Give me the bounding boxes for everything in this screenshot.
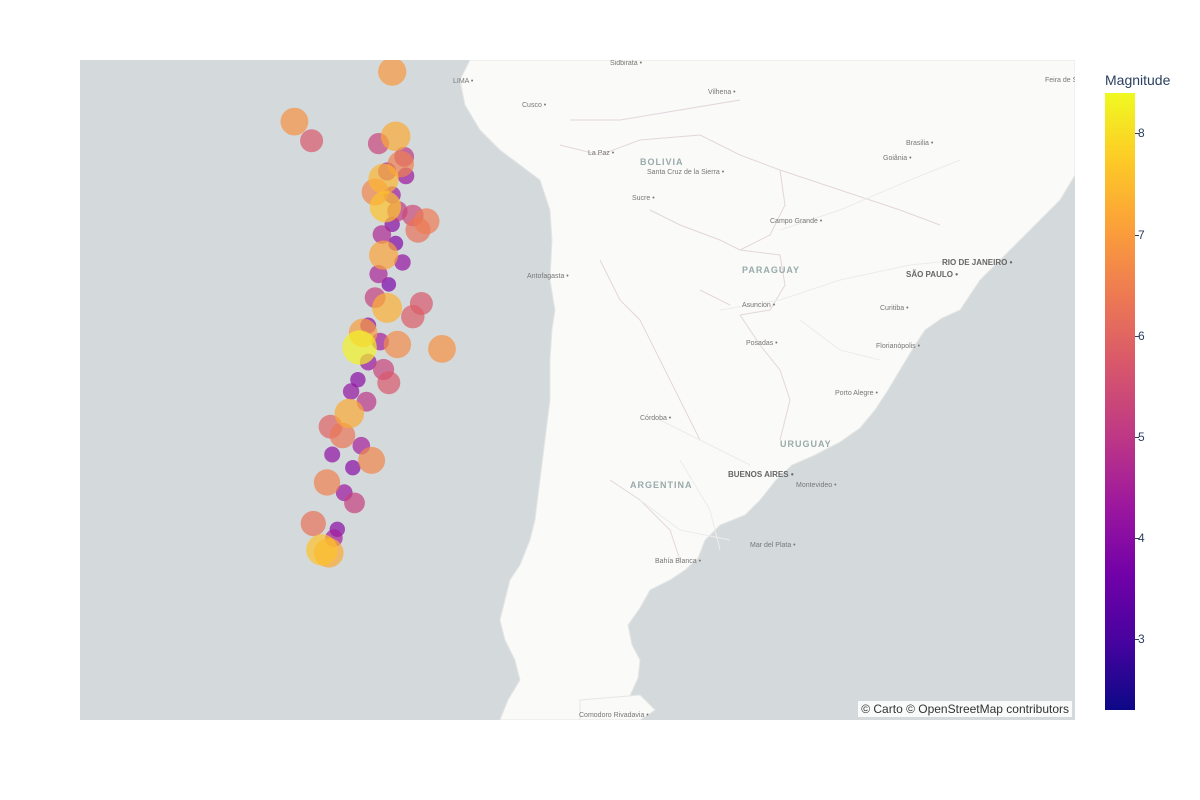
colorbar-tick-mark <box>1135 335 1139 337</box>
map-view[interactable]: LIMA • Cusco • Vilhena • Sidbirata • La Paz … <box>80 60 1075 720</box>
colorbar-tick-label: 4 <box>1138 531 1145 546</box>
city-label: Sucre • <box>632 195 655 202</box>
city-label: Florianópolis • <box>876 343 921 350</box>
major-city-label: RIO DE JANEIRO • <box>942 258 1013 267</box>
colorbar-tick-mark <box>1135 133 1139 135</box>
earthquake-point[interactable] <box>413 208 440 235</box>
city-label: Antofagasta • <box>527 273 569 280</box>
earthquake-point[interactable] <box>372 292 403 323</box>
earthquake-point[interactable] <box>344 492 365 514</box>
earthquake-point[interactable] <box>350 372 366 388</box>
city-label: Brasilia • <box>906 140 934 147</box>
city-label: Sidbirata • <box>610 60 643 67</box>
earthquake-point[interactable] <box>342 330 377 365</box>
earthquake-point[interactable] <box>306 534 338 566</box>
earthquake-point[interactable] <box>368 163 399 194</box>
colorbar-tick-mark <box>1135 436 1139 438</box>
colorbar-tick-label: 6 <box>1138 328 1145 343</box>
earthquake-point[interactable] <box>334 398 365 429</box>
city-label: Comodoro Rivadavia • <box>579 712 649 719</box>
major-city-label: SÃO PAULO • <box>906 270 958 279</box>
colorbar-tick-mark <box>1135 639 1139 641</box>
country-label: PARAGUAY <box>742 265 801 275</box>
earthquake-point[interactable] <box>280 107 309 136</box>
colorbar-title: Magnitude <box>1105 72 1171 88</box>
city-label: Santa Cruz de la Sierra • <box>647 169 725 176</box>
major-city-label: BUENOS AIRES • <box>728 470 794 479</box>
earthquake-point[interactable] <box>313 469 341 496</box>
earthquake-point[interactable] <box>383 330 412 359</box>
country-label: URUGUAY <box>780 439 832 449</box>
earthquake-point[interactable] <box>381 277 397 292</box>
earthquake-point[interactable] <box>358 446 386 474</box>
city-label: Cusco • <box>522 102 547 109</box>
city-label: Montevideo • <box>796 482 837 489</box>
map-basemap[interactable] <box>80 60 1075 720</box>
earthquake-point[interactable] <box>324 446 341 463</box>
city-label: Vilhena • <box>708 89 736 96</box>
colorbar-tick-mark <box>1135 538 1139 540</box>
earthquake-point[interactable] <box>401 305 425 329</box>
earthquake-point[interactable] <box>380 121 411 152</box>
earthquake-point[interactable] <box>342 383 360 400</box>
earthquake-point[interactable] <box>377 371 401 395</box>
earthquake-point[interactable] <box>378 60 407 86</box>
city-label: Campo Grande • <box>770 218 823 225</box>
colorbar-tick-label: 7 <box>1138 227 1145 242</box>
map-attribution[interactable]: © Carto © OpenStreetMap contributors <box>858 701 1072 717</box>
colorbar-tick-mark <box>1135 234 1139 236</box>
city-label: Curitiba • <box>880 305 909 312</box>
earthquake-point[interactable] <box>428 335 456 363</box>
country-label: ARGENTINA <box>630 480 693 490</box>
city-label: Porto Alegre • <box>835 390 878 397</box>
colorbar: Magnitude 3 4 5 6 7 8 <box>1090 68 1200 718</box>
earthquake-point[interactable] <box>329 422 356 449</box>
earthquake-point[interactable] <box>300 510 326 537</box>
city-label: Posadas • <box>746 340 778 347</box>
earthquake-point[interactable] <box>369 240 399 270</box>
colorbar-tick-label: 5 <box>1138 429 1145 444</box>
earthquake-point[interactable] <box>394 254 411 271</box>
earthquake-point[interactable] <box>369 191 402 223</box>
colorbar-tick-label: 3 <box>1138 632 1145 647</box>
land-tierra-del-fuego <box>579 694 656 720</box>
city-label: Asuncion • <box>742 302 776 309</box>
earthquake-point[interactable] <box>345 460 361 476</box>
colorbar-tick-label: 8 <box>1138 126 1145 141</box>
country-borders <box>559 99 941 561</box>
city-label: Feira de Santana Salvador • <box>1045 77 1075 84</box>
city-label: LIMA • <box>453 78 474 85</box>
city-label: Mar del Plata • <box>750 542 796 549</box>
roads <box>639 159 961 551</box>
city-label: Goiânia • <box>883 155 912 162</box>
country-label: BOLIVIA <box>640 157 684 167</box>
city-label: La Paz • <box>588 150 615 157</box>
earthquake-point[interactable] <box>300 129 324 153</box>
earthquake-points[interactable] <box>280 60 456 568</box>
colorbar-gradient <box>1105 93 1135 710</box>
land-south-america <box>459 60 1075 720</box>
earthquake-point[interactable] <box>372 225 392 244</box>
city-label: Córdoba • <box>640 415 672 422</box>
city-label: Bahía Blanca • <box>655 558 702 565</box>
